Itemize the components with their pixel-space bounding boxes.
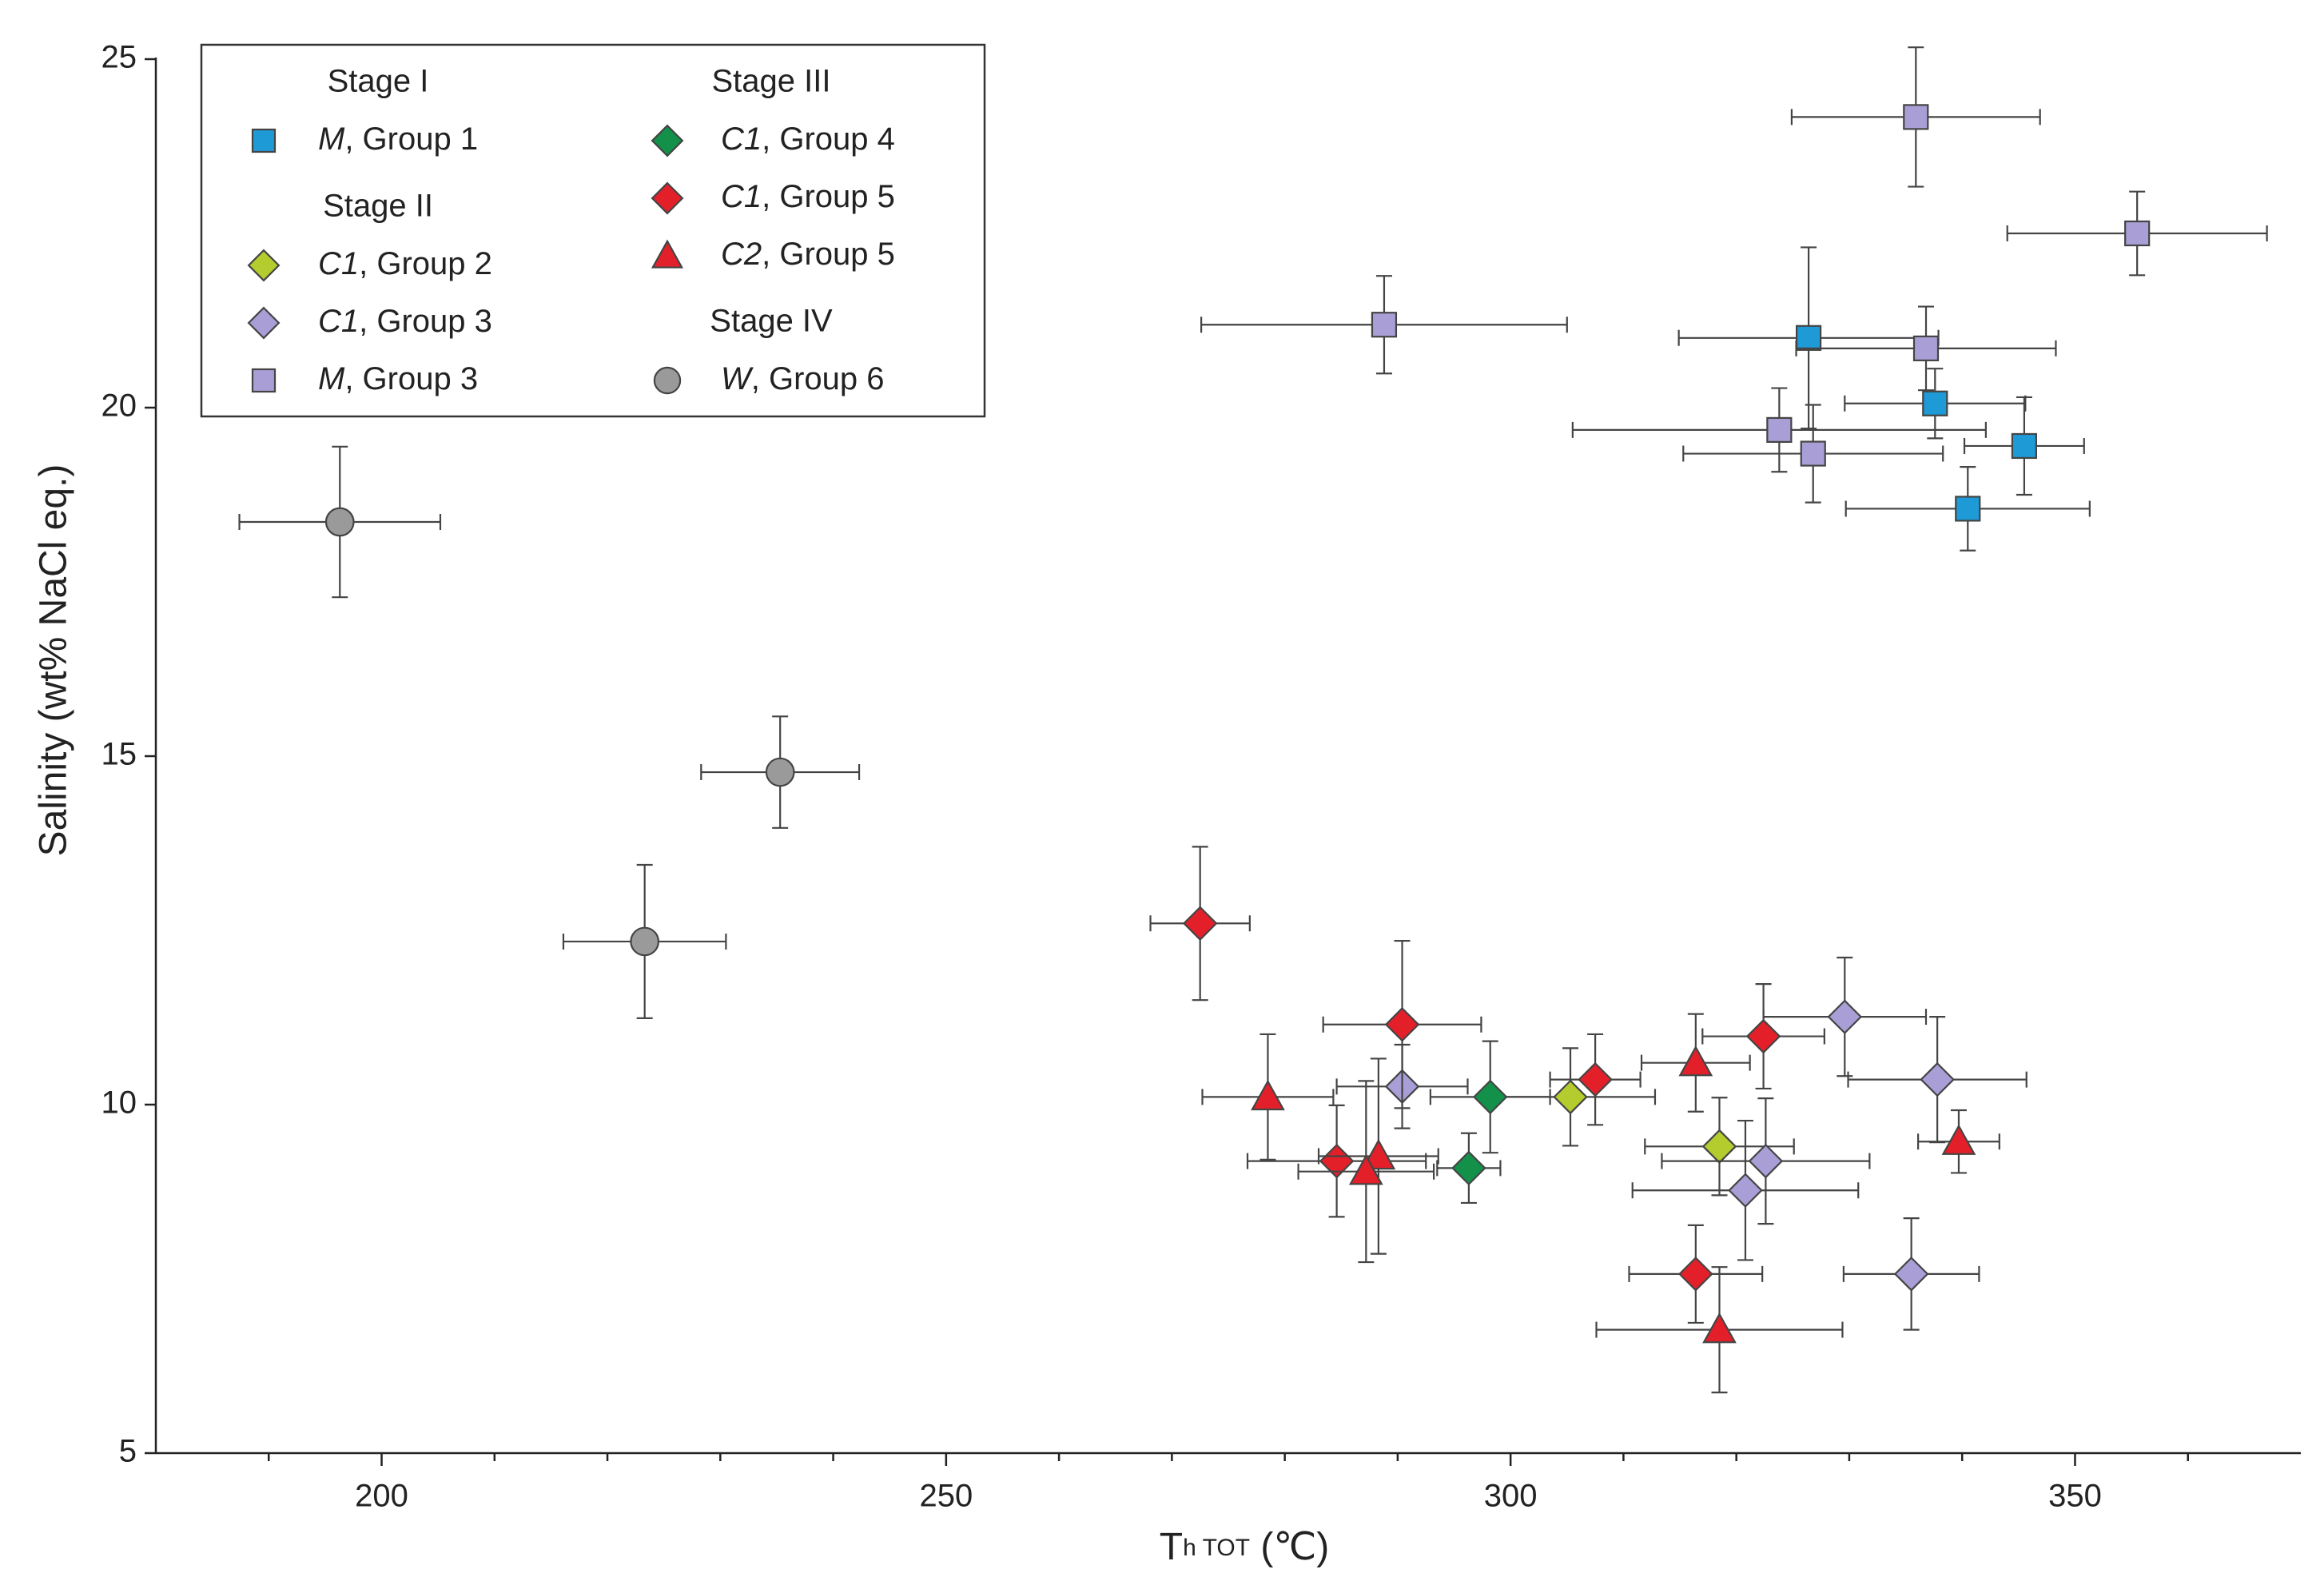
x-tick-label: 350 [2048,1479,2102,1514]
marker-square [1800,440,1826,467]
marker-diamond [1893,1256,1929,1292]
y-tick-label: 10 [101,1085,137,1121]
marker-square [251,368,277,393]
y-tick-label: 15 [101,737,137,772]
marker-diamond [1701,1129,1737,1165]
marker-diamond [1472,1079,1508,1115]
marker-circle [765,757,795,787]
legend-label: C1, Group 4 [721,121,895,157]
marker-diamond [1553,1079,1588,1115]
marker-diamond [1827,999,1863,1034]
legend-stage: Stage II [323,189,433,224]
marker-triangle [651,239,684,269]
y-tick-label: 20 [101,388,137,424]
marker-square [1371,312,1398,338]
legend-label: C2, Group 5 [721,237,895,272]
x-tick-label: 300 [1484,1479,1538,1514]
legend-label: M, Group 3 [318,361,478,396]
y-tick-label: 25 [101,40,137,75]
legend-label: M, Group 1 [318,121,478,157]
legend-stage: Stage III [712,64,831,99]
x-tick-label: 200 [355,1479,408,1514]
marker-diamond [1451,1150,1486,1186]
marker-triangle [1678,1045,1713,1077]
marker-diamond [1748,1143,1784,1179]
x-tick-label: 250 [919,1479,973,1514]
marker-diamond [1578,1061,1613,1097]
marker-triangle [1941,1124,1976,1155]
marker-diamond [1182,906,1218,942]
marker-square [1795,325,1822,351]
marker-square [251,128,277,153]
marker-triangle [1702,1312,1737,1344]
legend-stage: Stage I [328,64,429,99]
marker-diamond [247,249,281,282]
marker-circle [653,366,682,395]
marker-triangle [1361,1138,1396,1170]
legend-label: C1, Group 2 [318,246,492,281]
marker-square [1922,390,1948,416]
y-tick-label: 5 [119,1434,137,1469]
marker-square [1766,416,1793,444]
marker-triangle [1251,1079,1285,1111]
marker-diamond [651,181,684,215]
marker-square [2011,432,2038,460]
x-axis-label: Th TOT (℃) [1160,1526,1329,1568]
marker-diamond [651,124,684,157]
legend-box [200,43,986,418]
marker-diamond [247,306,281,340]
marker-circle [324,507,355,537]
legend-label: W, Group 6 [721,361,885,396]
marker-diamond [1728,1173,1763,1209]
marker-square [1955,496,1981,522]
marker-diamond [1384,1006,1420,1042]
marker-square [2124,220,2151,247]
marker-diamond [1745,1018,1781,1054]
legend-stage: Stage IV [710,304,833,339]
marker-square [1912,335,1940,361]
marker-circle [630,926,660,957]
marker-diamond [1920,1061,1955,1097]
legend-label: C1, Group 3 [318,304,492,339]
marker-triangle [1348,1153,1383,1185]
y-axis-label: Salinity (wt% NaCl eq.) [33,464,75,857]
marker-square [1903,104,1929,130]
marker-diamond [1678,1256,1713,1292]
legend-label: C1, Group 5 [721,179,895,214]
